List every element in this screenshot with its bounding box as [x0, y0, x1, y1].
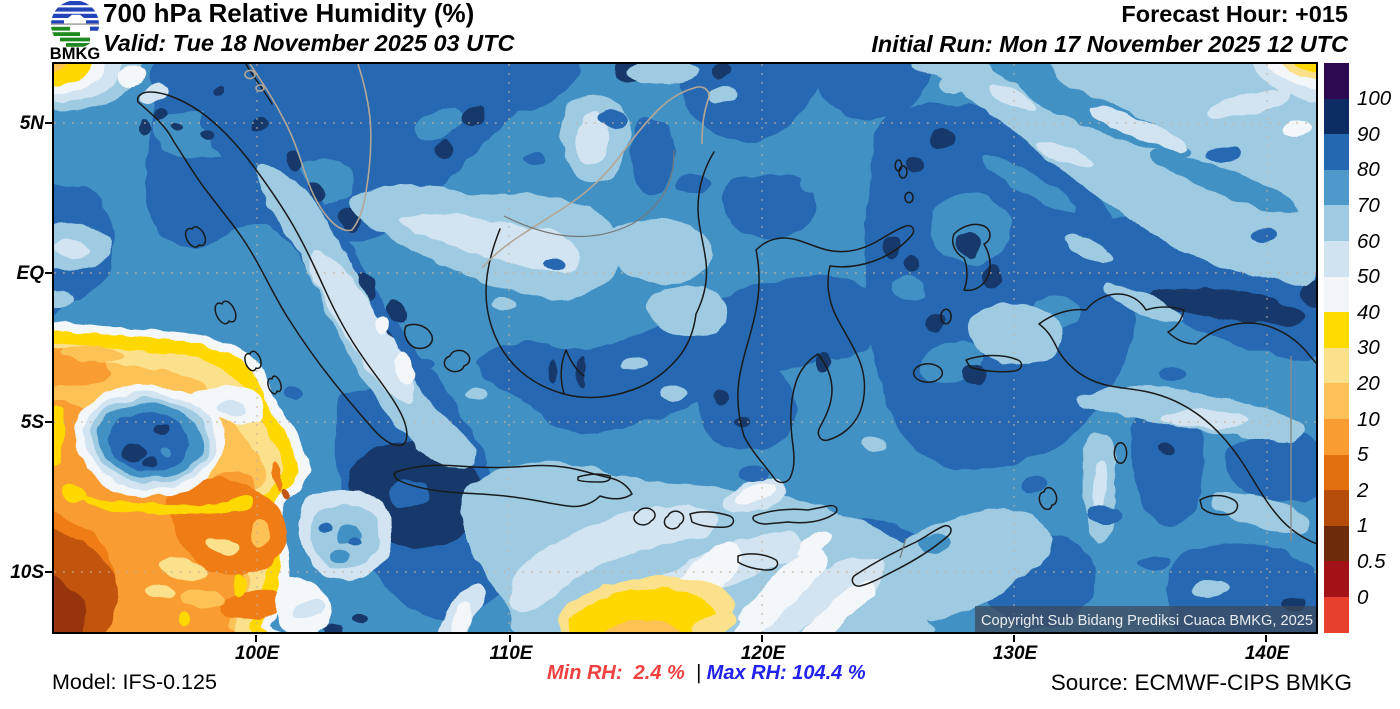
svg-text:BMKG: BMKG: [50, 45, 100, 60]
svg-text:Copyright Sub Bidang Prediksi: Copyright Sub Bidang Prediksi Cuaca BMKG…: [981, 613, 1313, 629]
